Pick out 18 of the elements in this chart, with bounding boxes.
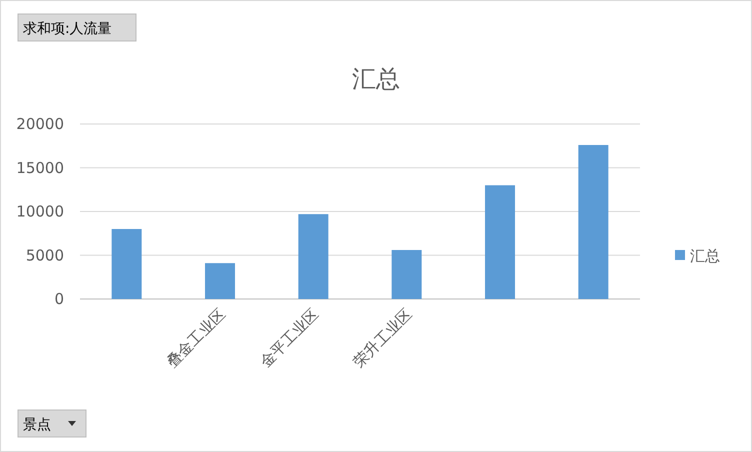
- y-tick-label: 0: [54, 290, 64, 308]
- legend-label: 汇总: [690, 247, 720, 265]
- bar: [298, 214, 328, 299]
- y-tick-label: 20000: [16, 115, 64, 133]
- bar: [205, 263, 235, 299]
- bar: [112, 229, 142, 299]
- bar: [485, 185, 515, 299]
- bar: [578, 145, 608, 299]
- y-tick-label: 15000: [16, 158, 64, 177]
- bar: [392, 250, 422, 299]
- x-tick-label: 荣升工业区: [350, 305, 416, 371]
- text: 求和项:人流量: [23, 21, 112, 37]
- text: 景点: [23, 417, 51, 433]
- x-tick-label: 金平工业区: [256, 305, 322, 371]
- y-tick-label: 5000: [26, 246, 64, 264]
- y-tick-label: 10000: [16, 202, 64, 220]
- x-tick-label: 叠金工业区: [163, 305, 229, 371]
- chart-title: 汇总: [352, 65, 400, 93]
